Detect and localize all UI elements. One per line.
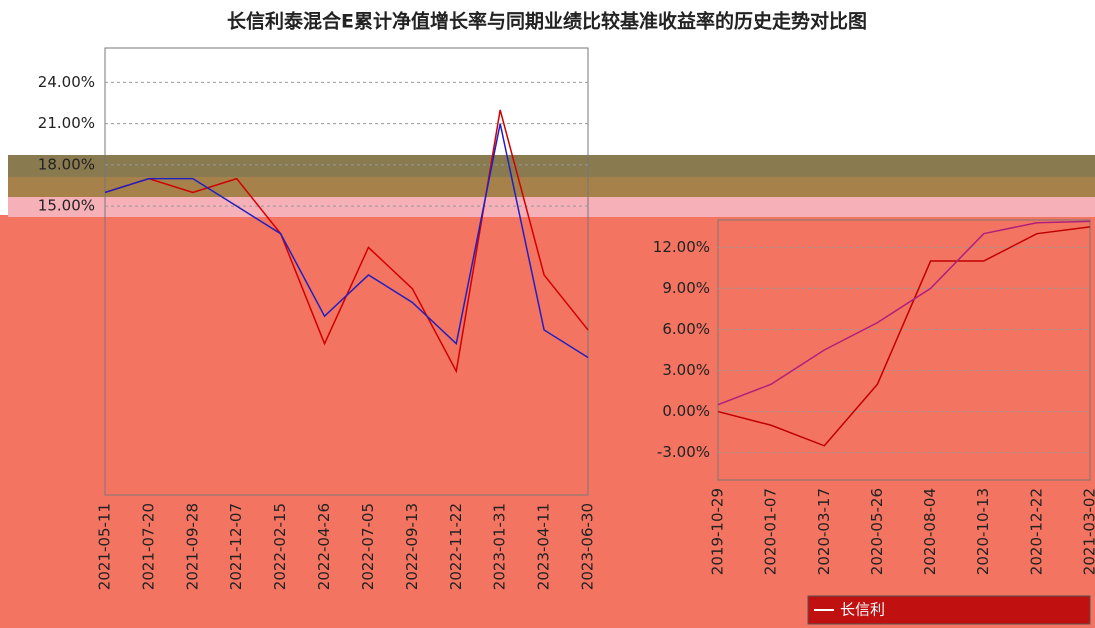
x-tick-label: 2020-03-17: [815, 488, 833, 575]
glitch-band: [8, 177, 1095, 197]
x-tick-label: 2020-12-22: [1027, 488, 1045, 575]
y-tick-label: 15.00%: [38, 197, 95, 215]
x-tick-label: 2021-07-20: [139, 503, 157, 590]
y-tick-label: 24.00%: [38, 73, 95, 91]
x-tick-label: 2022-07-05: [359, 503, 377, 590]
glitch-band: [8, 197, 1095, 217]
glitch-band: [8, 155, 1095, 177]
x-tick-label: 2022-09-13: [403, 503, 421, 590]
x-tick-label: 2020-10-13: [974, 488, 992, 575]
x-tick-label: 2019-10-29: [709, 488, 727, 575]
y-tick-label: 9.00%: [662, 279, 710, 297]
x-tick-label: 2020-01-07: [762, 488, 780, 575]
x-tick-label: 2021-09-28: [183, 503, 201, 590]
y-tick-label: 18.00%: [38, 155, 95, 173]
x-tick-label: 2023-06-30: [579, 503, 597, 590]
x-tick-label: 2022-02-15: [271, 503, 289, 590]
y-tick-label: 21.00%: [38, 114, 95, 132]
x-tick-label: 2021-05-11: [96, 503, 114, 590]
x-tick-label: 2023-01-31: [491, 503, 509, 590]
x-tick-label: 2021-03-02: [1081, 488, 1095, 575]
chart-title: 长信利泰混合E累计净值增长率与同期业绩比较基准收益率的历史走势对比图: [227, 10, 867, 33]
chart: 长信利泰混合E累计净值增长率与同期业绩比较基准收益率的历史走势对比图 24.00…: [0, 0, 1095, 628]
x-tick-label: 2022-11-22: [447, 503, 465, 590]
x-tick-label: 2020-08-04: [921, 488, 939, 575]
y-tick-label: 6.00%: [662, 320, 710, 338]
y-tick-label: -3.00%: [657, 443, 710, 461]
y-tick-label: 3.00%: [662, 361, 710, 379]
legend-label: 长信利: [840, 601, 885, 619]
x-tick-label: 2020-05-26: [868, 488, 886, 575]
y-tick-label: 12.00%: [653, 238, 710, 256]
x-tick-label: 2021-12-07: [227, 503, 245, 590]
y-tick-label: 0.00%: [662, 402, 710, 420]
x-tick-label: 2023-04-11: [535, 503, 553, 590]
x-tick-label: 2022-04-26: [315, 503, 333, 590]
